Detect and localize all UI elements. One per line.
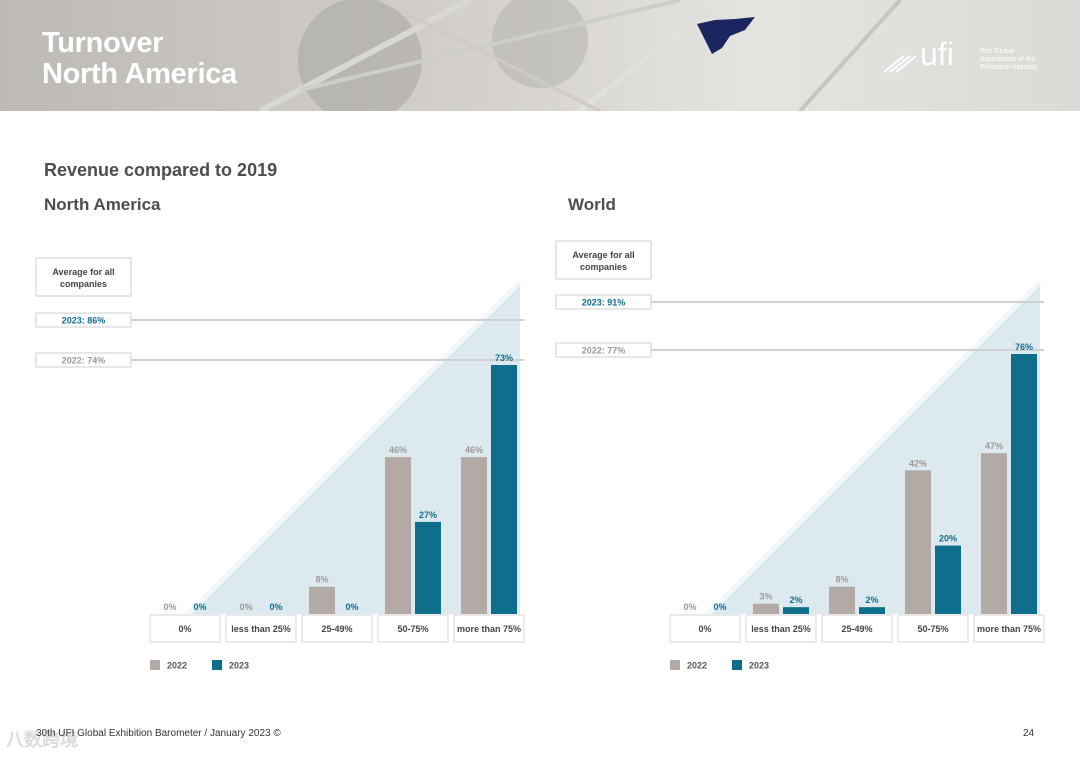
ufi-tagline-line1: The Global bbox=[980, 48, 1015, 55]
na-legend-swatch-2023 bbox=[212, 660, 222, 670]
page-title-line2: North America bbox=[42, 58, 237, 90]
na-data-label-2023: 0% bbox=[269, 602, 282, 612]
na-category-box bbox=[377, 614, 449, 643]
na-category-label: 0% bbox=[178, 624, 191, 634]
world-category-box bbox=[973, 614, 1045, 643]
na-data-label-2023: 0% bbox=[193, 602, 206, 612]
world-category-label: more than 75% bbox=[977, 624, 1041, 634]
na-data-label-2023: 27% bbox=[419, 510, 437, 520]
na-average-label-2023: 2023: 86% bbox=[62, 316, 106, 326]
world-data-label-2022: 3% bbox=[759, 592, 772, 602]
world-data-label-2023: 76% bbox=[1015, 342, 1033, 352]
na-average-label-box-2023 bbox=[35, 312, 132, 328]
world-data-label-2023: 20% bbox=[939, 534, 957, 544]
na-data-label-2022: 0% bbox=[163, 602, 176, 612]
page-title: Turnover North America bbox=[42, 28, 237, 90]
na-category-label: less than 25% bbox=[231, 624, 291, 634]
north-america-map-icon bbox=[697, 17, 755, 54]
footer-text: 30th UFI Global Exhibition Barometer / J… bbox=[36, 728, 281, 739]
world-bar-2023 bbox=[1011, 354, 1037, 614]
section-title: Revenue compared to 2019 bbox=[44, 160, 278, 180]
world-bar-2022 bbox=[829, 586, 855, 614]
world-data-label-2023: 2% bbox=[865, 595, 878, 605]
na-average-box-line1: Average for all bbox=[52, 267, 114, 277]
na-legend-label-2022: 2022 bbox=[167, 661, 187, 671]
world-bar-2023 bbox=[859, 607, 885, 614]
world-category-label: 50-75% bbox=[917, 624, 948, 634]
world-average-label-box-2022 bbox=[555, 342, 652, 358]
header-banner: Turnover North America ufi The Global As… bbox=[0, 0, 1080, 111]
na-category-box bbox=[453, 614, 525, 643]
world-category-label: less than 25% bbox=[751, 624, 811, 634]
na-legend-label-2023: 2023 bbox=[229, 661, 249, 671]
na-data-label-2023: 0% bbox=[345, 602, 358, 612]
ufi-logo: ufi The Global Association of the Exhibi… bbox=[882, 36, 1052, 80]
na-category-label: more than 75% bbox=[457, 624, 521, 634]
banner-decoration bbox=[258, 0, 902, 111]
watermark-text: 八数跨境 bbox=[6, 730, 78, 750]
na-bar-2022 bbox=[461, 457, 487, 614]
world-average-label-2023: 2023: 91% bbox=[582, 298, 626, 308]
world-category-box bbox=[745, 614, 817, 643]
na-data-label-2023: 73% bbox=[495, 353, 513, 363]
world-average-label-2022: 2022: 77% bbox=[582, 346, 626, 356]
world-data-label-2022: 42% bbox=[909, 458, 927, 468]
world-bar-2022 bbox=[905, 470, 931, 614]
world-data-label-2023: 2% bbox=[789, 595, 802, 605]
na-triangle-edge bbox=[182, 280, 522, 620]
page-number: 24 bbox=[1023, 728, 1035, 739]
world-legend-swatch-2023 bbox=[732, 660, 742, 670]
na-category-label: 25-49% bbox=[321, 624, 352, 634]
na-bar-2023 bbox=[491, 365, 517, 614]
ufi-tagline-line3: Exhibition Industry bbox=[980, 64, 1038, 71]
world-category-box bbox=[821, 614, 893, 643]
world-bar-2023 bbox=[935, 545, 961, 614]
na-average-label-2022: 2022: 74% bbox=[62, 356, 106, 366]
world-data-label-2023: 0% bbox=[713, 602, 726, 612]
na-category-box bbox=[301, 614, 373, 643]
world-bar-2023 bbox=[783, 607, 809, 614]
page-title-line1: Turnover bbox=[42, 27, 164, 59]
na-legend-swatch-2022 bbox=[150, 660, 160, 670]
world-average-box-line1: Average for all bbox=[572, 250, 634, 260]
world-data-label-2022: 8% bbox=[835, 575, 848, 585]
na-bar-2022 bbox=[385, 457, 411, 614]
world-data-label-2022: 0% bbox=[683, 602, 696, 612]
ufi-tagline: The Global Association of the Exhibition… bbox=[980, 48, 1037, 72]
world-triangle-edge bbox=[702, 280, 1042, 620]
na-average-box bbox=[35, 257, 132, 297]
na-bar-2022 bbox=[309, 586, 335, 614]
na-data-label-2022: 0% bbox=[239, 602, 252, 612]
world-category-label: 25-49% bbox=[841, 624, 872, 634]
world-legend-label-2022: 2022 bbox=[687, 661, 707, 671]
world-category-label: 0% bbox=[698, 624, 711, 634]
world-average-box-line2: companies bbox=[580, 262, 627, 272]
na-data-label-2022: 46% bbox=[465, 445, 483, 455]
na-category-box bbox=[149, 614, 221, 643]
world-legend-swatch-2022 bbox=[670, 660, 680, 670]
na-data-label-2022: 46% bbox=[389, 445, 407, 455]
chart-title-north-america: North America bbox=[44, 195, 161, 214]
world-average-box bbox=[555, 240, 652, 280]
na-bar-2023 bbox=[415, 521, 441, 614]
ufi-logo-text: ufi bbox=[920, 36, 954, 72]
world-data-label-2022: 47% bbox=[985, 441, 1003, 451]
ufi-logo-icon bbox=[883, 55, 917, 73]
world-category-box bbox=[897, 614, 969, 643]
world-bar-2022 bbox=[981, 453, 1007, 614]
world-bar-2022 bbox=[753, 603, 779, 614]
world-legend-label-2023: 2023 bbox=[749, 661, 769, 671]
na-data-label-2022: 8% bbox=[315, 575, 328, 585]
na-category-label: 50-75% bbox=[397, 624, 428, 634]
world-category-box bbox=[669, 614, 741, 643]
world-average-label-box-2023 bbox=[555, 294, 652, 310]
na-average-box-line2: companies bbox=[60, 279, 107, 289]
ufi-tagline-line2: Association of the bbox=[980, 56, 1036, 63]
na-average-label-box-2022 bbox=[35, 352, 132, 368]
chart-title-world: World bbox=[568, 195, 616, 214]
na-category-box bbox=[225, 614, 297, 643]
